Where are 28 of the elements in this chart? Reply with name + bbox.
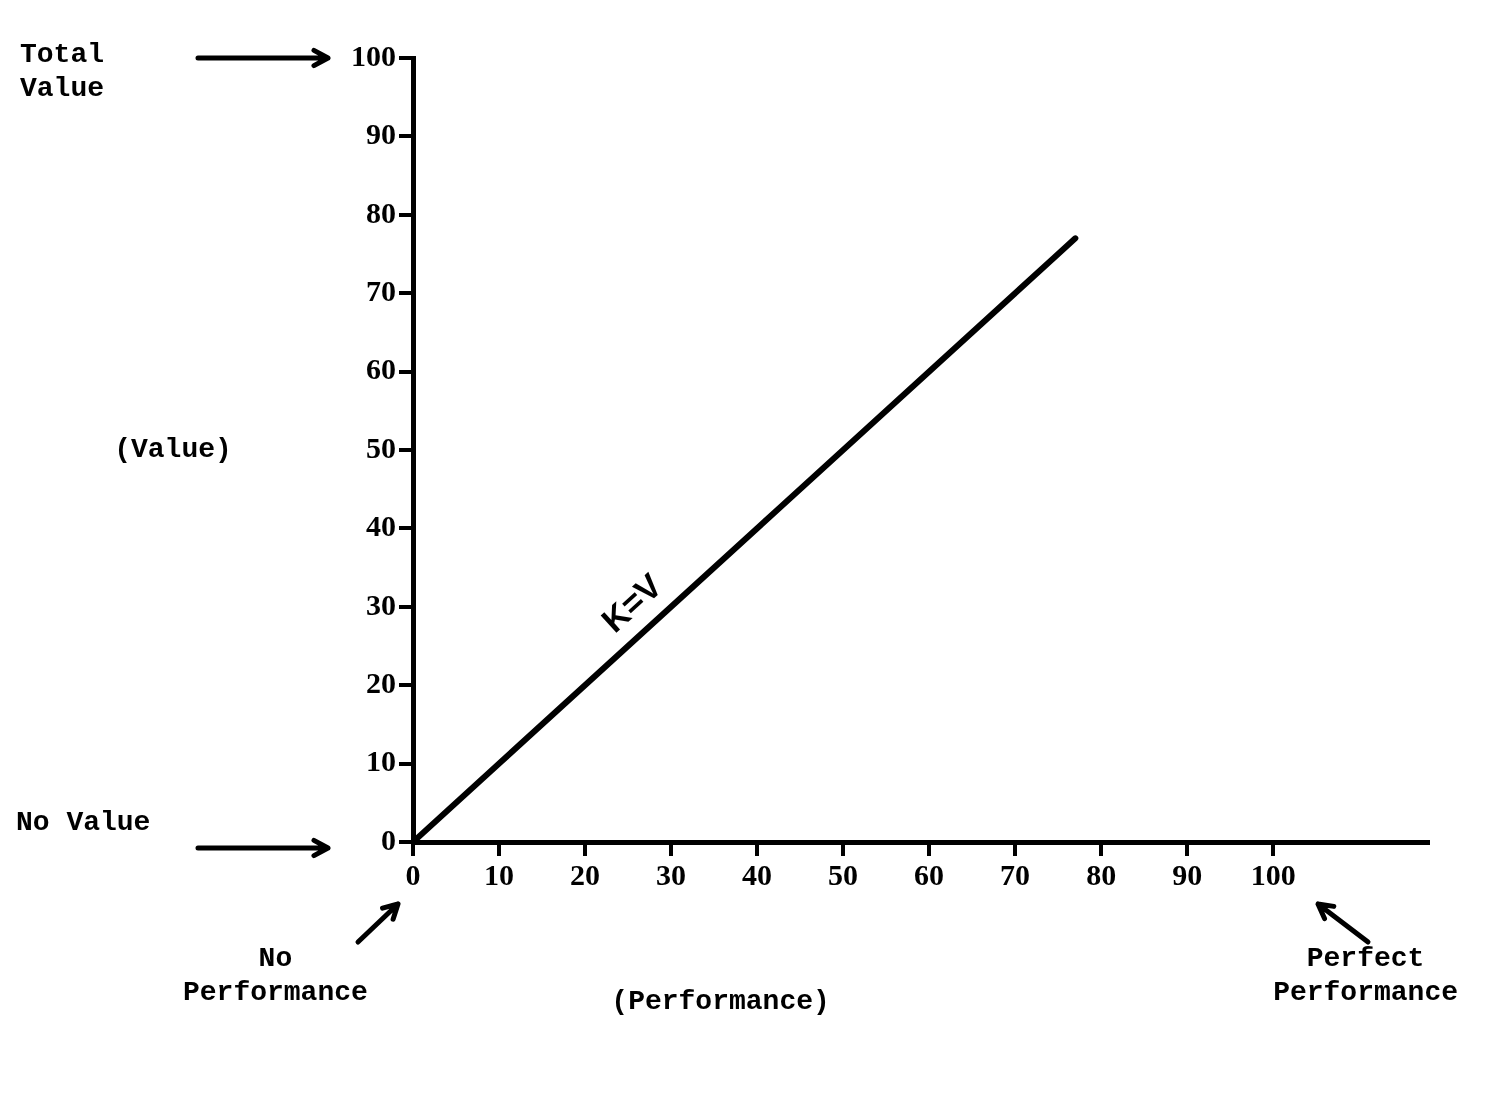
y-tick-label: 80 <box>366 195 396 229</box>
y-tick-label: 20 <box>366 665 396 699</box>
y-tick-label: 40 <box>366 509 396 543</box>
x-tick-label: 20 <box>570 857 601 891</box>
text: Total Value <box>20 38 105 106</box>
y-tick-label: 90 <box>366 117 396 151</box>
text: Perfect Performance <box>1273 942 1458 1010</box>
x-tick-label: 10 <box>484 857 515 891</box>
y-tick-label: 0 <box>381 822 396 856</box>
y-tick-label: 100 <box>351 38 396 72</box>
y-tick-label: 10 <box>366 744 396 778</box>
x-axis-title: (Performance) <box>611 986 830 1018</box>
y-tick-label: 30 <box>366 587 396 621</box>
x-tick-label: 60 <box>914 857 945 891</box>
y-axis-title: (Value) <box>114 434 232 466</box>
x-tick-label: 70 <box>1000 857 1031 891</box>
y-tick-label: 50 <box>366 430 396 464</box>
x-tick-label: 90 <box>1172 857 1203 891</box>
x-tick-label: 80 <box>1086 857 1117 891</box>
y-tick-label: 70 <box>366 273 396 307</box>
x-tick-label: 40 <box>742 857 773 891</box>
text: No Performance <box>183 942 368 1010</box>
x-tick-label: 100 <box>1250 857 1296 891</box>
text: No Value <box>16 806 151 840</box>
x-tick-label: 50 <box>828 857 859 891</box>
x-tick-label: 0 <box>405 857 421 891</box>
x-tick-label: 30 <box>656 857 687 891</box>
y-tick-label: 60 <box>366 352 396 386</box>
